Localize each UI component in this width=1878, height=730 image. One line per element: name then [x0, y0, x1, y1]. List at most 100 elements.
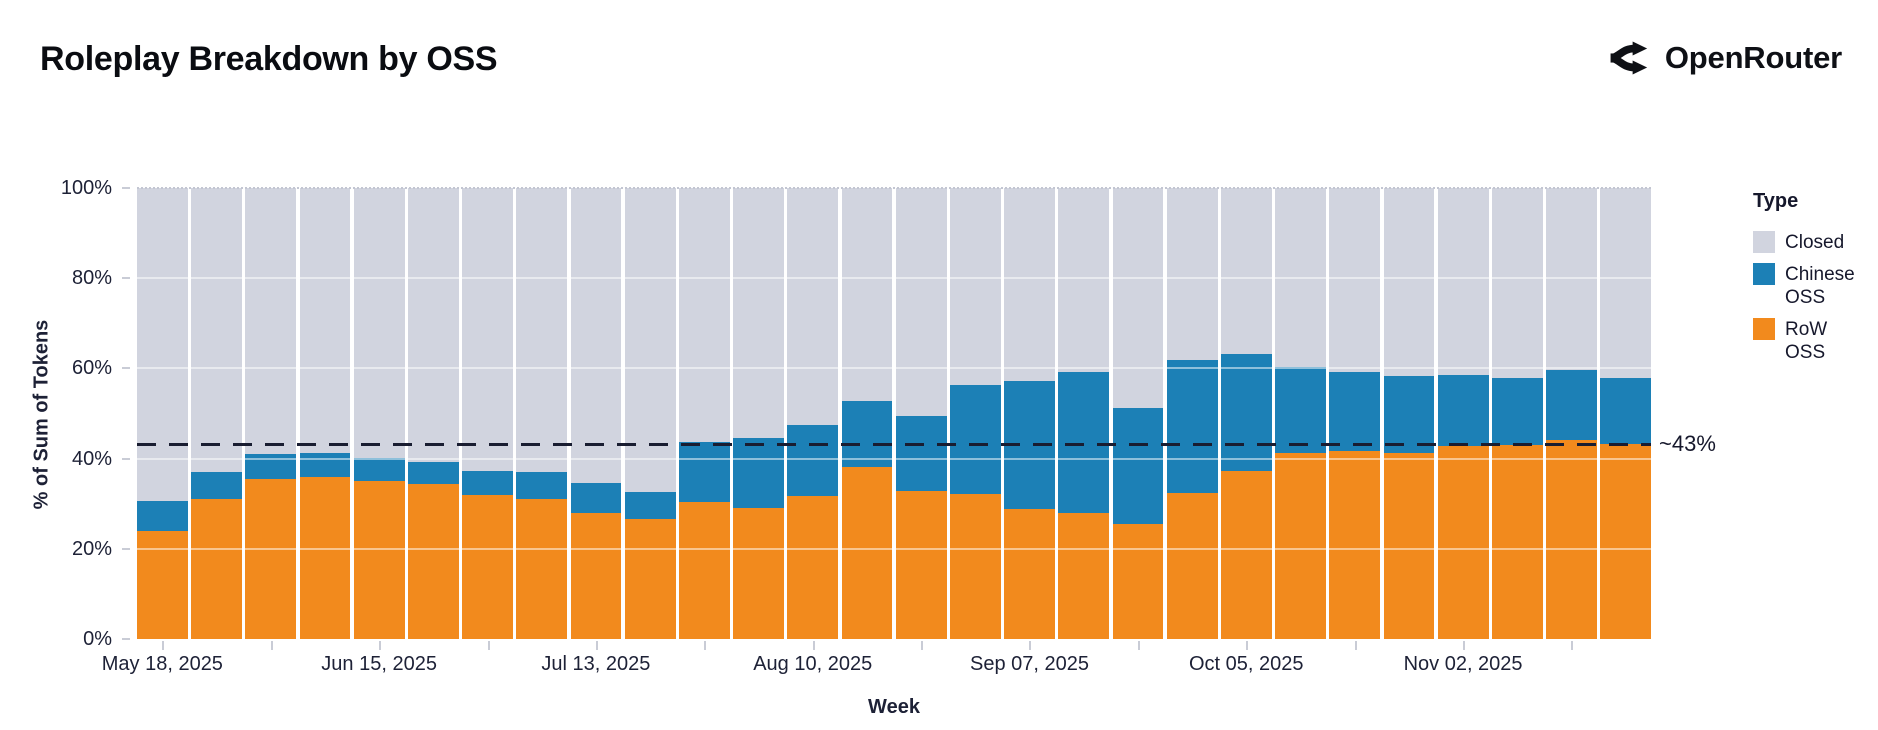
bar-week [1329, 188, 1381, 639]
legend-entry-label: RoW OSS [1785, 319, 1828, 363]
segment-chinese-oss [1383, 375, 1435, 453]
segment-chinese-oss [624, 492, 676, 520]
segment-row-oss [679, 502, 730, 639]
bar-week [408, 188, 459, 639]
segment-closed [570, 188, 622, 484]
segment-chinese-oss [679, 442, 730, 503]
segment-row-oss [1329, 451, 1381, 639]
x-tick-mark [1137, 641, 1140, 650]
segment-closed [1275, 188, 1326, 368]
x-tick-label: Aug 10, 2025 [753, 653, 873, 675]
x-tick-mark [162, 641, 165, 650]
legend-entry: Closed [1753, 231, 1873, 254]
legend-entry-label: Chinese OSS [1785, 264, 1855, 308]
segment-row-oss [299, 476, 351, 639]
segment-chinese-oss [895, 416, 947, 492]
segment-row-oss [733, 508, 784, 639]
segment-closed [895, 188, 947, 417]
bar-week [1221, 188, 1272, 639]
segment-closed [191, 188, 242, 473]
segment-row-oss [516, 499, 568, 639]
segment-closed [733, 188, 784, 439]
segment-chinese-oss [191, 472, 242, 500]
segment-row-oss [408, 484, 459, 639]
bar-week [1600, 188, 1652, 639]
segment-closed [841, 188, 893, 401]
segment-chinese-oss [1058, 371, 1110, 513]
x-tick-label: Jul 13, 2025 [541, 653, 651, 675]
brand-name: OpenRouter [1664, 40, 1842, 75]
x-tick-mark [595, 641, 598, 650]
legend-entries: Closed Chinese OSS RoW OSS [1753, 231, 1873, 364]
segment-row-oss [895, 491, 947, 639]
x-tick-label: Oct 05, 2025 [1189, 653, 1304, 675]
y-tick-mark [122, 277, 130, 280]
bar-week [950, 188, 1001, 639]
bar-week [191, 188, 242, 639]
segment-closed [950, 188, 1001, 385]
segment-row-oss [1004, 509, 1055, 639]
x-tick-mark [379, 641, 382, 650]
segment-row-oss [137, 530, 188, 639]
bar-week [1437, 188, 1489, 639]
y-tick-label: 100% [60, 177, 112, 199]
x-tick-mark [704, 641, 707, 650]
x-tick-label: Sep 07, 2025 [969, 653, 1089, 675]
segment-chinese-oss [1492, 377, 1543, 446]
bar-week [895, 188, 947, 639]
y-tick-mark [122, 367, 130, 370]
bar-week [787, 188, 839, 639]
segment-row-oss [1492, 445, 1543, 639]
segment-chinese-oss [1437, 374, 1489, 447]
openrouter-logo-icon [1609, 38, 1651, 78]
legend-swatch-chinese-oss [1753, 263, 1775, 285]
segment-closed [1058, 188, 1110, 372]
segment-closed [353, 188, 405, 458]
segment-closed [1166, 188, 1218, 360]
segment-row-oss [353, 481, 405, 639]
segment-row-oss [1600, 443, 1652, 639]
y-tick-mark [122, 187, 130, 189]
x-tick-label: May 18, 2025 [101, 653, 223, 675]
segment-chinese-oss [1546, 370, 1597, 441]
y-tick-mark [122, 547, 130, 550]
segment-chinese-oss [353, 457, 405, 482]
segment-chinese-oss [137, 501, 188, 531]
bar-week [1492, 188, 1543, 639]
y-tick-mark [122, 638, 130, 640]
segment-chinese-oss [841, 400, 893, 467]
segment-row-oss [191, 499, 242, 639]
y-tick-mark [122, 457, 130, 460]
segment-chinese-oss [1329, 372, 1381, 452]
x-tick-mark [921, 641, 924, 650]
bar-week [516, 188, 568, 639]
legend-swatch-closed [1753, 231, 1775, 253]
segment-closed [787, 188, 839, 425]
segment-chinese-oss [787, 424, 839, 497]
segment-closed [1437, 188, 1489, 375]
segment-closed [516, 188, 568, 473]
segment-row-oss [1112, 523, 1164, 639]
x-tick-mark [812, 641, 815, 650]
segment-row-oss [624, 519, 676, 639]
legend-entry: RoW OSS [1753, 318, 1873, 364]
x-tick-mark [487, 641, 490, 650]
segment-closed [679, 188, 730, 443]
segment-chinese-oss [1275, 367, 1326, 454]
brand: OpenRouter [1609, 38, 1842, 78]
bar-week [1546, 188, 1597, 639]
legend-title: Type [1753, 190, 1799, 212]
segment-row-oss [1437, 446, 1489, 639]
segment-closed [1112, 188, 1164, 408]
segment-chinese-oss [1004, 381, 1055, 510]
bar-week [245, 188, 297, 639]
bar-week [570, 188, 622, 639]
legend-swatch-row-oss [1753, 318, 1775, 340]
legend-entry-label: Closed [1785, 232, 1845, 253]
legend: Type Closed Chinese OSS RoW OSS [1753, 190, 1873, 373]
segment-row-oss [950, 494, 1001, 639]
bar-week [841, 188, 893, 639]
segment-closed [462, 188, 513, 471]
x-tick-label: Nov 02, 2025 [1403, 653, 1523, 675]
segment-chinese-oss [570, 483, 622, 513]
